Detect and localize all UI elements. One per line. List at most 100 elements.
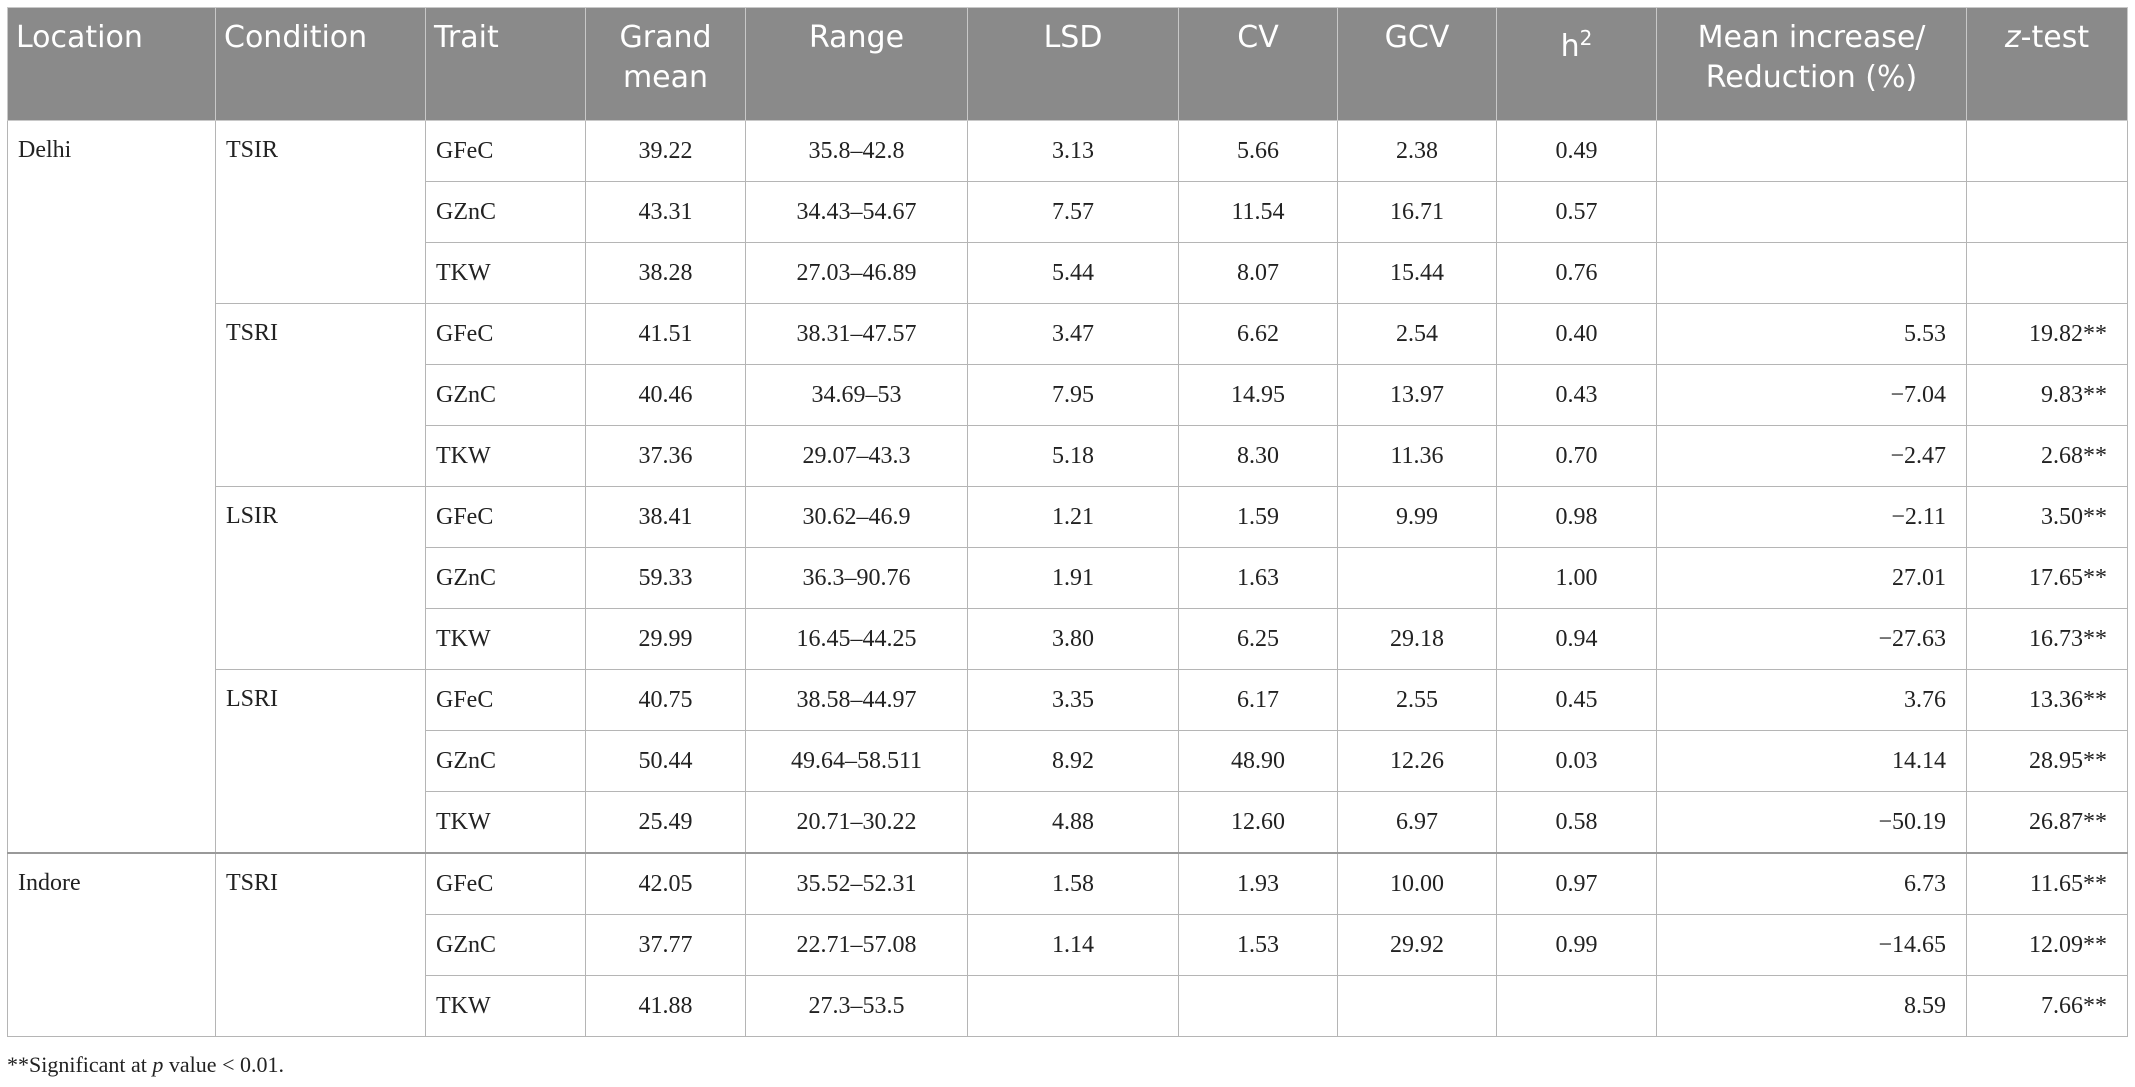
column-header: Trait (425, 7, 586, 121)
data-cell: 0.45 (1496, 669, 1657, 731)
data-cell: 2.68** (1966, 425, 2128, 487)
data-cell: 48.90 (1178, 730, 1338, 792)
data-cell: 0.40 (1496, 303, 1657, 365)
data-cell: 16.71 (1337, 181, 1497, 243)
data-cell: 13.36** (1966, 669, 2128, 731)
data-cell: 41.88 (585, 975, 746, 1037)
data-cell: 16.73** (1966, 608, 2128, 670)
data-cell: TKW (425, 242, 586, 304)
table-row: LSIR GFeC 38.41 30.62–46.9 1.21 1.59 9.99 0.98−… (8, 486, 2128, 670)
footnote-italic: p (152, 1052, 164, 1077)
data-cell: 3.80 (967, 608, 1179, 670)
empty-cell (1337, 547, 1497, 609)
data-cell: −27.63 (1656, 608, 1967, 670)
column-header: GCV (1337, 7, 1497, 121)
column-header: Mean increase/ Reduction (%) (1656, 7, 1967, 121)
data-cell: 29.99 (585, 608, 746, 670)
data-cell: 0.94 (1496, 608, 1657, 670)
table-row: Delhi TSIR GFeC 39.22 35.8–42.8 3.13 5.66 2.38 0… (7, 120, 2128, 854)
data-cell: 0.58 (1496, 791, 1657, 854)
empty-cell (1337, 975, 1497, 1037)
data-cell: GZnC (425, 364, 586, 426)
data-cell: 8.92 (967, 730, 1179, 792)
data-cell: 10.00 (1337, 852, 1497, 915)
data-cell: 6.73 (1656, 852, 1967, 915)
header-italic: z (2004, 20, 2021, 55)
data-cell: 5.66 (1178, 120, 1338, 182)
data-cell: 27.01 (1656, 547, 1967, 609)
data-cell: 0.76 (1496, 242, 1657, 304)
data-cell: 40.75 (585, 669, 746, 731)
data-cell: GZnC (425, 181, 586, 243)
empty-cell (1178, 975, 1338, 1037)
data-cell: 11.36 (1337, 425, 1497, 487)
header-text: h (1560, 29, 1580, 64)
table-row: Indore TSRI GFeC 42.05 35.52–52.31 1.58 1.93 10… (7, 852, 2128, 1037)
data-table: Location Condition Trait Grand mean Range LSD… (7, 7, 2128, 1037)
data-cell: 34.69–53 (745, 364, 968, 426)
data-cell: 30.62–46.9 (745, 486, 968, 548)
data-cell: 1.91 (967, 547, 1179, 609)
data-cell: 38.31–47.57 (745, 303, 968, 365)
data-cell: 1.14 (967, 914, 1179, 976)
data-cell: TKW (425, 975, 586, 1037)
data-cell: 0.57 (1496, 181, 1657, 243)
data-cell: 22.71–57.08 (745, 914, 968, 976)
empty-cell (1966, 120, 2128, 182)
table-row: GZnC 40.46 34.69–53 7.95 14.95 13.97 0.43 −7.04… (8, 364, 2128, 426)
empty-cell (1656, 242, 1967, 304)
location-cell: Indore (7, 852, 216, 1037)
data-cell: GFeC (425, 486, 586, 548)
data-cell: 29.18 (1337, 608, 1497, 670)
data-cell: 37.36 (585, 425, 746, 487)
data-cell: 1.93 (1178, 852, 1338, 915)
data-cell: TKW (425, 608, 586, 670)
column-header: LSD (967, 7, 1179, 121)
data-cell: 2.55 (1337, 669, 1497, 731)
data-cell: −50.19 (1656, 791, 1967, 854)
table-row: TKW 37.36 29.07–43.3 5.18 8.30 11.36 0.70 −2.47… (8, 425, 2128, 487)
data-cell: 15.44 (1337, 242, 1497, 304)
data-cell: 41.51 (585, 303, 746, 365)
data-cell: 3.76 (1656, 669, 1967, 731)
empty-cell (967, 975, 1179, 1037)
table-row: TKW 38.28 27.03–46.89 5.44 8.07 15.44 0.76 (8, 242, 2128, 304)
data-cell: GZnC (425, 914, 586, 976)
data-cell: 37.77 (585, 914, 746, 976)
data-cell: 8.30 (1178, 425, 1338, 487)
data-cell: 9.83** (1966, 364, 2128, 426)
data-cell: 3.13 (967, 120, 1179, 182)
data-cell: 7.66** (1966, 975, 2128, 1037)
data-cell: 8.07 (1178, 242, 1338, 304)
data-cell: 5.53 (1656, 303, 1967, 365)
data-cell: 25.49 (585, 791, 746, 854)
condition-cell: LSIR (215, 486, 426, 670)
data-cell: 0.98 (1496, 486, 1657, 548)
data-cell: 12.09** (1966, 914, 2128, 976)
column-header: z-test (1966, 7, 2128, 121)
data-cell: 29.92 (1337, 914, 1497, 976)
data-cell: 14.14 (1656, 730, 1967, 792)
data-cell: 59.33 (585, 547, 746, 609)
data-cell: TKW (425, 791, 586, 854)
data-cell: 11.65** (1966, 852, 2128, 915)
data-cell: 20.71–30.22 (745, 791, 968, 854)
data-cell: 17.65** (1966, 547, 2128, 609)
data-cell: 3.47 (967, 303, 1179, 365)
data-cell: 0.43 (1496, 364, 1657, 426)
data-cell: 11.54 (1178, 181, 1338, 243)
data-cell: 8.59 (1656, 975, 1967, 1037)
condition-cell: TSRI (215, 303, 426, 487)
data-cell: 6.97 (1337, 791, 1497, 854)
data-cell: 38.28 (585, 242, 746, 304)
data-cell: 0.03 (1496, 730, 1657, 792)
data-cell: 1.53 (1178, 914, 1338, 976)
data-cell: 1.58 (967, 852, 1179, 915)
data-cell: 6.25 (1178, 608, 1338, 670)
footnote: **Significant at p value < 0.01. (7, 1052, 284, 1078)
header-sup: 2 (1579, 26, 1593, 50)
data-cell: 38.41 (585, 486, 746, 548)
data-cell: 19.82** (1966, 303, 2128, 365)
column-header: CV (1178, 7, 1338, 121)
empty-cell (1966, 181, 2128, 243)
